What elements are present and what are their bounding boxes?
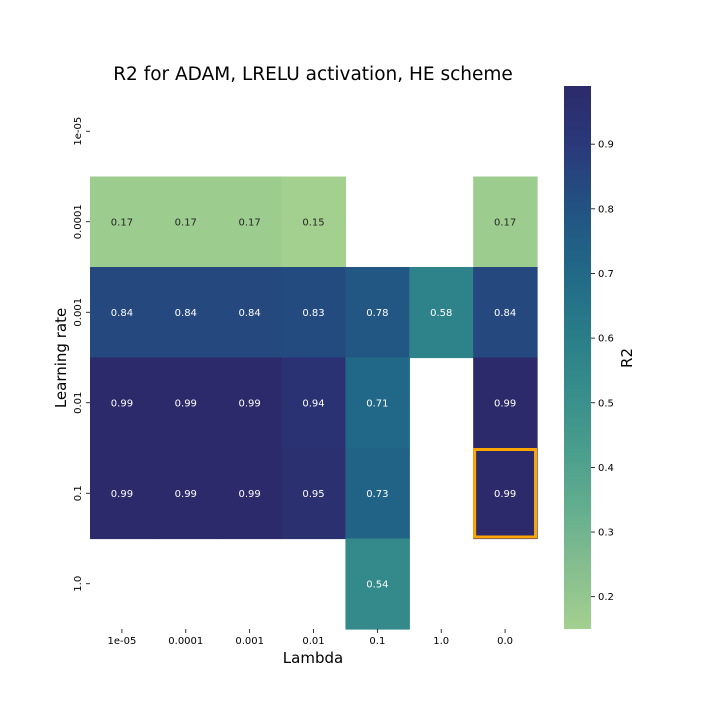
cell-value-label: 0.71 xyxy=(366,398,388,409)
cell-value-label: 0.99 xyxy=(111,398,133,409)
heatmap-cell xyxy=(90,176,155,268)
heatmap-cell xyxy=(217,357,283,449)
colorbar-tick-label: 0.8 xyxy=(598,204,614,215)
cell-value-label: 0.99 xyxy=(111,489,133,500)
cell-value-label: 0.17 xyxy=(111,217,133,228)
cell-value-label: 0.84 xyxy=(111,308,133,319)
colorbar-ticks: 0.2 0.3 0.4 0.5 0.6 0.7 0.8 0.9 xyxy=(591,140,614,603)
heatmap-cell xyxy=(345,448,410,540)
heatmap-cell xyxy=(90,267,155,359)
x-tick-label: 0.0001 xyxy=(168,636,203,647)
highlight-box xyxy=(473,448,538,539)
cell-value-label: 0.17 xyxy=(175,217,197,228)
y-tick-label: 0.1 xyxy=(73,485,84,501)
heatmap-cells xyxy=(90,176,538,630)
cell-value-label: 0.17 xyxy=(494,217,516,228)
colorbar-tick-label: 0.2 xyxy=(598,592,614,603)
y-axis-label: Learning rate xyxy=(52,308,70,408)
cell-value-label: 0.99 xyxy=(175,489,197,500)
heatmap-cell xyxy=(153,448,219,540)
x-tick-label: 1.0 xyxy=(433,636,449,647)
cell-value-label: 0.99 xyxy=(494,489,516,500)
heatmap-cell xyxy=(281,176,347,268)
cell-value-label: 0.99 xyxy=(175,398,197,409)
heatmap-cell xyxy=(473,176,538,268)
y-axis-ticks: 1e-05 0.0001 0.001 0.01 0.1 1.0 xyxy=(73,117,90,592)
cell-value-label: 0.95 xyxy=(302,489,324,500)
x-tick-label: 0.0 xyxy=(497,636,513,647)
chart-title: R2 for ADAM, LRELU activation, HE scheme xyxy=(113,64,513,85)
x-tick-label: 0.01 xyxy=(302,636,324,647)
heatmap-cell xyxy=(217,448,283,540)
colorbar-tick-label: 0.3 xyxy=(598,528,614,539)
heatmap-cell xyxy=(217,267,283,359)
colorbar-tick-label: 0.7 xyxy=(598,269,614,280)
heatmap-cell xyxy=(153,176,219,268)
heatmap-cell xyxy=(281,267,347,359)
cell-value-label: 0.58 xyxy=(430,308,452,319)
cell-value-label: 0.84 xyxy=(239,308,261,319)
heatmap-cell xyxy=(281,357,347,449)
x-tick-label: 0.001 xyxy=(235,636,264,647)
heatmap-cell xyxy=(153,357,219,449)
colorbar-tick-label: 0.9 xyxy=(598,140,614,151)
x-tick-label: 1e-05 xyxy=(108,636,137,647)
heatmap-cell xyxy=(217,176,283,268)
highlight-layer xyxy=(473,448,538,539)
y-tick-label: 0.001 xyxy=(73,298,84,327)
y-tick-label: 0.01 xyxy=(73,392,84,414)
cell-value-label: 0.99 xyxy=(494,398,516,409)
cell-value-label: 0.73 xyxy=(366,489,388,500)
cell-value-label: 0.99 xyxy=(239,489,261,500)
heatmap-cell xyxy=(153,267,219,359)
cell-value-label: 0.99 xyxy=(239,398,261,409)
x-tick-label: 0.1 xyxy=(369,636,385,647)
x-axis-label: Lambda xyxy=(283,649,343,667)
y-tick-label: 1.0 xyxy=(73,576,84,592)
heatmap-cell xyxy=(473,448,538,540)
heatmap-cell xyxy=(409,267,474,359)
colorbar-tick-label: 0.4 xyxy=(598,463,614,474)
heatmap-cell xyxy=(345,357,410,449)
heatmap-cell xyxy=(345,538,410,630)
cell-value-label: 0.83 xyxy=(302,308,324,319)
colorbar-tick-label: 0.6 xyxy=(598,334,614,345)
heatmap-cell xyxy=(90,448,155,540)
cell-value-labels: 0.17 0.17 0.17 0.15 0.17 0.84 0.84 0.84 0.83 0.78… xyxy=(111,217,516,590)
heatmap-cell xyxy=(473,357,538,449)
cell-value-label: 0.84 xyxy=(175,308,197,319)
y-tick-label: 1e-05 xyxy=(73,117,84,146)
cell-value-label: 0.54 xyxy=(366,579,388,590)
cell-value-label: 0.94 xyxy=(302,398,324,409)
colorbar-label: R2 xyxy=(618,348,636,368)
cell-value-label: 0.78 xyxy=(366,308,388,319)
cell-value-label: 0.17 xyxy=(239,217,261,228)
heatmap-cell xyxy=(473,267,538,359)
colorbar xyxy=(564,86,591,629)
cell-value-label: 0.15 xyxy=(302,217,324,228)
heatmap-cell xyxy=(345,267,410,359)
colorbar-tick-label: 0.5 xyxy=(598,398,614,409)
x-axis-ticks: 1e-05 0.0001 0.001 0.01 0.1 1.0 0.0 xyxy=(108,629,513,647)
heatmap-cell xyxy=(90,357,155,449)
cell-value-label: 0.84 xyxy=(494,308,516,319)
y-tick-label: 0.0001 xyxy=(73,204,84,239)
heatmap-cell xyxy=(281,448,347,540)
